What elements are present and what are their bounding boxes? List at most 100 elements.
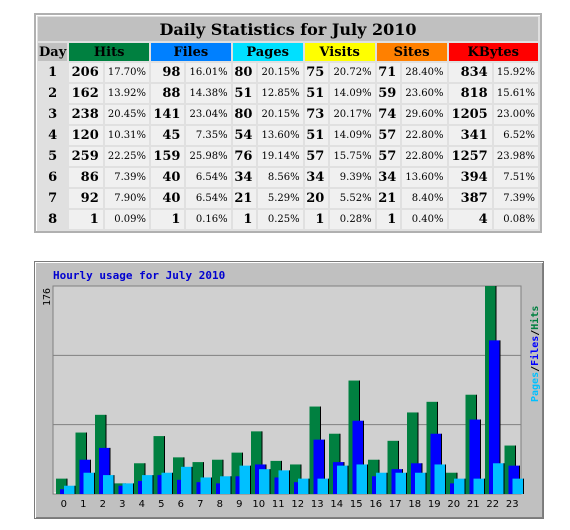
pages-bar — [239, 465, 251, 494]
header-hits: Hits — [69, 43, 149, 61]
kbytes-percent: 7.51% — [493, 168, 538, 187]
hits-percent: 7.90% — [104, 189, 149, 208]
x-tick-label: 16 — [369, 499, 382, 510]
day-cell: 2 — [38, 84, 68, 103]
table-row: 8 1 0.09% 1 0.16% 1 0.25% 1 0.28% 1 0.40% 4 0.08% — [38, 210, 538, 229]
pages-bar — [200, 477, 212, 494]
x-tick-label: 15 — [350, 499, 363, 510]
visits-percent: 20.72% — [330, 63, 375, 82]
files-value: 40 — [150, 168, 185, 187]
pages-value: 80 — [232, 63, 257, 82]
sites-value: 74 — [376, 105, 401, 124]
x-tick-label: 6 — [178, 499, 184, 510]
x-tick-label: 7 — [197, 499, 203, 510]
x-tick-label: 3 — [119, 499, 125, 510]
kbytes-value: 387 — [448, 189, 492, 208]
files-percent: 16.01% — [186, 63, 231, 82]
header-pages: Pages — [232, 43, 303, 61]
table-row: 1 206 17.70% 98 16.01% 80 20.15% 75 20.72% 71 28.4… — [38, 63, 538, 82]
pages-bar — [337, 465, 348, 494]
pages-bar — [278, 470, 290, 494]
visits-percent: 20.17% — [330, 105, 375, 124]
files-percent: 7.35% — [186, 126, 231, 145]
x-tick-label: 2 — [100, 499, 106, 510]
files-bar — [489, 340, 500, 494]
kbytes-percent: 15.92% — [493, 63, 538, 82]
visits-percent: 15.75% — [330, 147, 375, 166]
pages-value: 51 — [232, 84, 257, 103]
x-tick-label: 19 — [428, 499, 441, 510]
hits-bar — [153, 436, 165, 494]
pages-bar — [161, 472, 173, 494]
table-row: 5 259 22.25% 159 25.98% 76 19.14% 57 15.75% 57 22.… — [38, 147, 538, 166]
pages-bar — [142, 475, 153, 494]
pages-bar — [317, 478, 329, 494]
day-cell: 5 — [38, 147, 68, 166]
files-value: 45 — [150, 126, 185, 145]
files-percent: 14.38% — [186, 84, 231, 103]
visits-value: 57 — [304, 147, 329, 166]
visits-value: 73 — [304, 105, 329, 124]
files-value: 1 — [150, 210, 185, 229]
hits-bar — [407, 412, 418, 494]
hits-percent: 20.45% — [104, 105, 149, 124]
visits-percent: 14.09% — [330, 84, 375, 103]
legend-separator: / — [530, 366, 541, 372]
x-tick-label: 9 — [236, 499, 242, 510]
legend-hits: Hits — [529, 306, 541, 330]
daily-header-row: Day Hits Files Pages Visits Sites KBytes — [38, 43, 538, 61]
table-row: 4 120 10.31% 45 7.35% 54 13.60% 51 14.09% 57 22.80… — [38, 126, 538, 145]
day-cell: 7 — [38, 189, 68, 208]
visits-value: 75 — [304, 63, 329, 82]
pages-percent: 20.15% — [258, 105, 303, 124]
hits-bar — [192, 462, 204, 494]
pages-bar — [493, 463, 504, 494]
sites-percent: 29.60% — [402, 105, 447, 124]
hits-percent: 10.31% — [104, 126, 149, 145]
kbytes-value: 1257 — [448, 147, 492, 166]
day-cell: 4 — [38, 126, 68, 145]
files-percent: 6.54% — [186, 189, 231, 208]
pages-percent: 8.56% — [258, 168, 303, 187]
x-tick-label: 12 — [291, 499, 304, 510]
sites-value: 57 — [376, 126, 401, 145]
plot-area — [52, 285, 522, 495]
hits-percent: 7.39% — [104, 168, 149, 187]
files-bar — [352, 420, 364, 494]
pages-bar — [434, 464, 446, 494]
files-percent: 25.98% — [186, 147, 231, 166]
pages-value: 21 — [232, 189, 257, 208]
sites-value: 57 — [376, 147, 401, 166]
header-day: Day — [38, 43, 68, 61]
files-percent: 0.16% — [186, 210, 231, 229]
files-percent: 6.54% — [186, 168, 231, 187]
files-bar — [469, 419, 481, 494]
x-tick-label: 14 — [330, 499, 343, 510]
table-row: 2 162 13.92% 88 14.38% 51 12.85% 51 14.09% 59 23.6… — [38, 84, 538, 103]
pages-bar — [395, 472, 407, 494]
files-value: 98 — [150, 63, 185, 82]
hits-bar — [290, 464, 301, 494]
pages-percent: 19.14% — [258, 147, 303, 166]
header-kbytes: KBytes — [448, 43, 538, 61]
sites-percent: 28.40% — [402, 63, 447, 82]
sites-percent: 22.80% — [402, 126, 447, 145]
files-value: 159 — [150, 147, 185, 166]
visits-percent: 5.52% — [330, 189, 375, 208]
hits-percent: 0.09% — [104, 210, 149, 229]
hourly-usage-panel: 176 0 1 2 3 4 5 6 7 8 9 10 11 12 13 14 15 16 17 18 19 20 21 22 2… — [34, 261, 544, 519]
hits-value: 1 — [69, 210, 103, 229]
x-tick-label: 8 — [217, 499, 223, 510]
pages-bar — [103, 475, 114, 494]
visits-value: 1 — [304, 210, 329, 229]
day-cell: 1 — [38, 63, 68, 82]
visits-value: 51 — [304, 84, 329, 103]
legend-separator: / — [530, 330, 541, 336]
visits-percent: 9.39% — [330, 168, 375, 187]
x-tick-label: 21 — [467, 499, 480, 510]
kbytes-value: 394 — [448, 168, 492, 187]
sites-percent: 23.60% — [402, 84, 447, 103]
kbytes-percent: 0.08% — [493, 210, 538, 229]
x-tick-label: 20 — [447, 499, 460, 510]
